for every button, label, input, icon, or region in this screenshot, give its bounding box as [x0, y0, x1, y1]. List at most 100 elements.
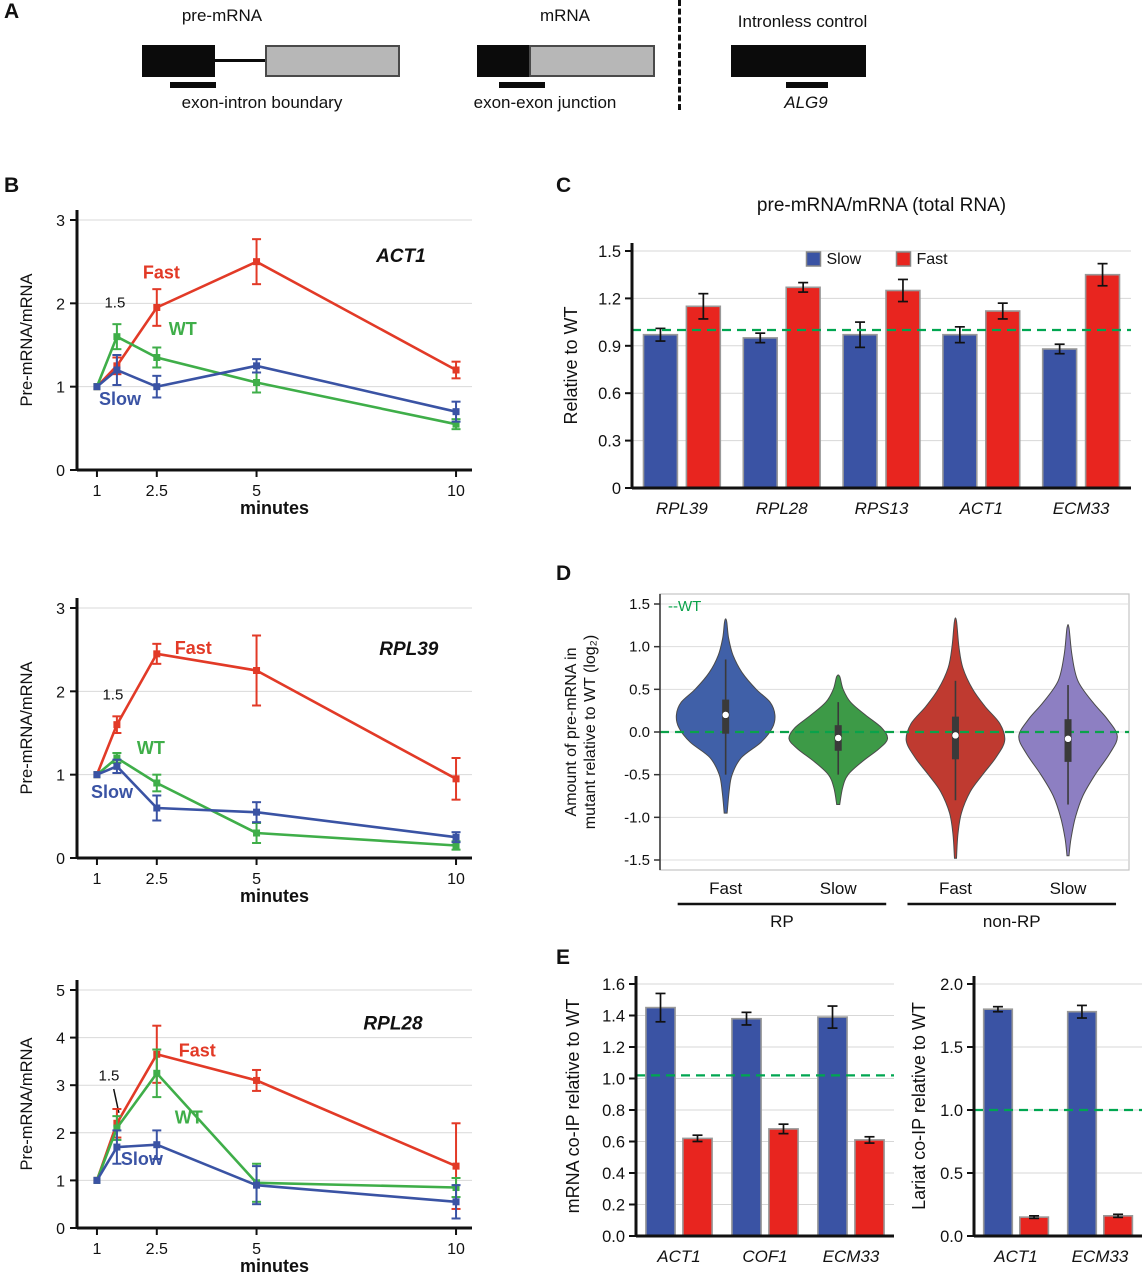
svg-text:1: 1: [56, 380, 65, 397]
panel-label-c: C: [556, 174, 572, 197]
exon-exon-probe-bar: [499, 82, 545, 88]
svg-text:Fast: Fast: [709, 879, 742, 898]
svg-text:1.5: 1.5: [104, 295, 125, 312]
svg-text:RPL28: RPL28: [756, 499, 809, 518]
svg-text:WT: WT: [137, 738, 165, 758]
svg-text:1: 1: [92, 483, 101, 500]
svg-text:2.0: 2.0: [940, 976, 963, 994]
panel-label-b: B: [4, 174, 20, 197]
alg9-label: ALG9: [784, 93, 828, 112]
svg-text:RPS13: RPS13: [855, 499, 909, 518]
alg9-probe-bar: [786, 82, 828, 88]
svg-text:Fast: Fast: [143, 262, 180, 282]
svg-text:Relative to WT: Relative to WT: [561, 306, 581, 424]
svg-text:1: 1: [56, 1173, 65, 1190]
svg-text:10: 10: [447, 1241, 465, 1258]
exon-intron-probe-bar: [170, 82, 216, 88]
svg-text:0.4: 0.4: [602, 1165, 625, 1183]
svg-text:5: 5: [252, 483, 261, 500]
svg-text:1: 1: [92, 1241, 101, 1258]
intronless-gene-box: [731, 45, 866, 77]
lariat-coip-bar-chart: 0.0 0.5 1.0 1.5 2.0 ACT1 ECM33 Lariat co-IP rel…: [908, 962, 1148, 1280]
svg-text:mRNA co-IP relative to WT: mRNA co-IP relative to WT: [563, 999, 583, 1214]
svg-text:-0.5: -0.5: [624, 767, 650, 784]
premrna-title: pre-mRNA: [181, 6, 263, 25]
svg-text:0: 0: [56, 463, 65, 480]
svg-text:1.5: 1.5: [940, 1039, 963, 1057]
svg-text:2.5: 2.5: [146, 483, 168, 500]
svg-text:0: 0: [612, 480, 621, 498]
svg-text:5: 5: [252, 871, 261, 888]
svg-text:0.5: 0.5: [940, 1165, 963, 1183]
svg-text:--WT: --WT: [668, 598, 701, 615]
svg-text:minutes: minutes: [240, 498, 309, 518]
panel-label-e: E: [556, 946, 571, 969]
mrna-exon1-box: [477, 45, 529, 77]
svg-text:minutes: minutes: [240, 1256, 309, 1276]
mrna-title: mRNA: [539, 6, 591, 25]
svg-text:1.0: 1.0: [629, 639, 650, 656]
svg-text:0.2: 0.2: [602, 1197, 625, 1215]
svg-text:Slow: Slow: [827, 251, 862, 268]
svg-text:Slow: Slow: [1050, 879, 1088, 898]
svg-text:ECM33: ECM33: [1053, 499, 1110, 518]
svg-text:non-RP: non-RP: [983, 912, 1041, 931]
svg-text:-1.5: -1.5: [624, 852, 650, 869]
svg-text:1.2: 1.2: [598, 290, 621, 308]
svg-text:-1.0: -1.0: [624, 809, 650, 826]
svg-text:pre-mRNA/mRNA (total RNA): pre-mRNA/mRNA (total RNA): [757, 195, 1006, 216]
act1-line-chart: 0 1 2 3 1 2.5 5 10 minutes Pre-mRNA/mRNA ACT1 1.5 Fa…: [15, 192, 530, 522]
premrna-exon2-box: [265, 45, 400, 77]
svg-text:COF1: COF1: [742, 1247, 787, 1266]
svg-text:ECM33: ECM33: [823, 1247, 880, 1266]
svg-text:0.0: 0.0: [629, 724, 650, 741]
svg-text:WT: WT: [175, 1107, 203, 1127]
svg-text:0.8: 0.8: [602, 1102, 625, 1120]
svg-text:RPL39: RPL39: [656, 499, 709, 518]
svg-text:0.9: 0.9: [598, 338, 621, 356]
svg-text:Fast: Fast: [917, 251, 949, 268]
premrna-exon1-box: [142, 45, 215, 77]
svg-text:minutes: minutes: [240, 886, 309, 906]
svg-text:Pre-mRNA/mRNA: Pre-mRNA/mRNA: [18, 1038, 36, 1171]
svg-text:RP: RP: [770, 912, 794, 931]
mrna-exon2-box: [529, 45, 655, 77]
premrna-intron-line: [215, 59, 265, 62]
svg-text:0.3: 0.3: [598, 433, 621, 451]
svg-text:2: 2: [56, 684, 65, 701]
svg-text:2.5: 2.5: [146, 1241, 168, 1258]
svg-text:ACT1: ACT1: [993, 1247, 1037, 1266]
svg-text:1.0: 1.0: [940, 1102, 963, 1120]
svg-text:Amount of pre-mRNA in: Amount of pre-mRNA in: [563, 648, 580, 817]
svg-text:1.5: 1.5: [629, 596, 650, 613]
svg-text:3: 3: [56, 1078, 65, 1095]
svg-text:10: 10: [447, 871, 465, 888]
svg-text:2: 2: [56, 1126, 65, 1143]
svg-text:2: 2: [56, 296, 65, 313]
rpl28-line-chart: 0 1 2 3 4 5 1 2.5 5 10 minutes Pre-mRNA/mRNA RPL28 1.…: [15, 962, 530, 1280]
svg-text:Pre-mRNA/mRNA: Pre-mRNA/mRNA: [18, 274, 36, 407]
svg-text:0.6: 0.6: [598, 385, 621, 403]
svg-text:0: 0: [56, 1221, 65, 1238]
svg-text:RPL39: RPL39: [379, 639, 439, 660]
svg-text:1.2: 1.2: [602, 1039, 625, 1057]
exon-exon-label: exon-exon junction: [473, 93, 617, 112]
svg-text:mutant relative to WT (log₂): mutant relative to WT (log₂): [582, 635, 599, 829]
svg-text:Fast: Fast: [179, 1041, 216, 1061]
svg-text:0.0: 0.0: [602, 1228, 625, 1246]
svg-text:0.5: 0.5: [629, 681, 650, 698]
svg-text:0: 0: [56, 851, 65, 868]
svg-text:Slow: Slow: [820, 879, 858, 898]
svg-text:1.5: 1.5: [102, 687, 123, 704]
svg-text:Slow: Slow: [121, 1149, 164, 1169]
svg-text:Slow: Slow: [91, 782, 134, 802]
mrna-coip-bar-chart: 0.0 0.2 0.4 0.6 0.8 1.0 1.2 1.4 1.6 ACT1 COF1 ECM33…: [562, 962, 902, 1280]
svg-text:WT: WT: [169, 319, 197, 339]
svg-text:1: 1: [56, 768, 65, 785]
svg-text:10: 10: [447, 483, 465, 500]
intronless-title: Intronless control: [737, 12, 868, 31]
rpl39-line-chart: 0 1 2 3 1 2.5 5 10 minutes Pre-mRNA/mRNA RPL39 1.5 F…: [15, 580, 530, 910]
svg-text:ACT1: ACT1: [656, 1247, 700, 1266]
svg-text:3: 3: [56, 601, 65, 618]
svg-text:Fast: Fast: [939, 879, 972, 898]
